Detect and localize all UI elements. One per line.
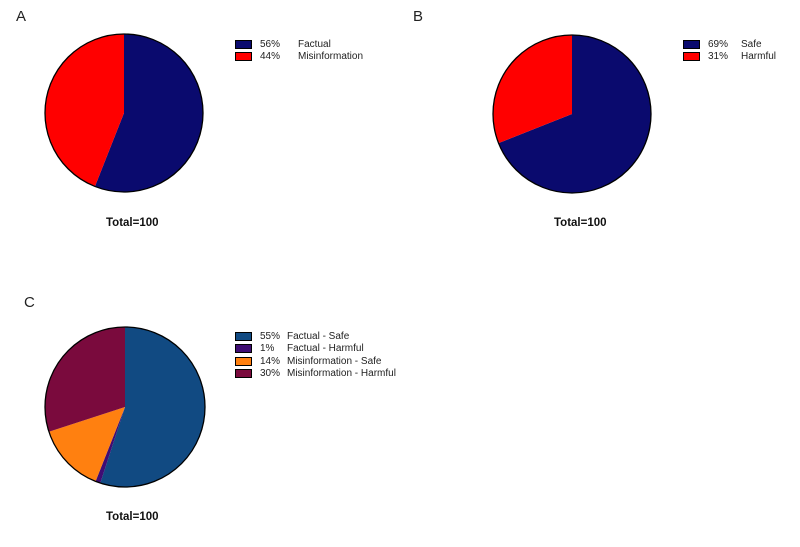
legend-percent: 44% — [260, 51, 281, 63]
pie-slice-misinformation — [45, 34, 124, 187]
legend-swatch — [235, 369, 252, 379]
panel-label: A — [16, 8, 27, 25]
legend-item: 55% Factual - Safe — [235, 330, 396, 343]
panel-label: C — [24, 294, 35, 311]
panel-label: B — [413, 8, 424, 25]
legend-percent: 55% — [260, 330, 281, 342]
pie-slice-misinformation-harmful — [45, 327, 125, 432]
legend-percent: 69% — [708, 38, 729, 50]
legend-b: 69% Safe 31% Harmful — [683, 38, 776, 63]
legend-swatch — [683, 52, 700, 62]
legend-c: 55% Factual - Safe 1% Factual - Harmful … — [235, 330, 396, 380]
legend-a: 56% Factual 44% Misinformation — [235, 38, 363, 63]
legend-item: 44% Misinformation — [235, 51, 363, 64]
pie-slice-factual — [94, 34, 204, 193]
total-label: Total=100 — [106, 217, 159, 229]
legend-name: Misinformation - Harmful — [287, 368, 396, 380]
legend-name: Factual - Harmful — [287, 343, 364, 355]
total-label: Total=100 — [106, 511, 159, 523]
pie-slice-factual-safe — [100, 327, 206, 488]
legend-swatch — [235, 331, 252, 341]
legend-swatch — [235, 39, 252, 49]
legend-name: Misinformation — [298, 51, 364, 63]
legend-name: Factual - Safe — [287, 330, 350, 342]
legend-percent: 56% — [260, 38, 281, 50]
legend-item: 31% Harmful — [683, 51, 776, 64]
legend-swatch — [235, 356, 252, 366]
legend-percent: 31% — [708, 51, 729, 63]
total-label: Total=100 — [554, 217, 607, 229]
pie-outline — [492, 34, 652, 194]
pie-outline — [44, 326, 206, 488]
pie-slice-safe — [498, 35, 652, 193]
legend-item: 56% Factual — [235, 38, 363, 51]
legend-swatch — [235, 52, 252, 62]
legend-item: 14% Misinformation - Safe — [235, 355, 396, 368]
legend-name: Safe — [741, 38, 762, 50]
legend-swatch — [683, 39, 700, 49]
pie-slice-factual-harmful — [95, 407, 125, 484]
legend-item: 69% Safe — [683, 38, 776, 51]
pie-outline — [44, 33, 204, 193]
legend-name: Misinformation - Safe — [287, 355, 382, 367]
legend-swatch — [235, 344, 252, 354]
legend-percent: 1% — [260, 343, 275, 355]
legend-item: 1% Factual - Harmful — [235, 343, 396, 356]
legend-name: Factual — [298, 38, 331, 50]
legend-item: 30% Misinformation - Harmful — [235, 368, 396, 381]
legend-percent: 14% — [260, 355, 281, 367]
legend-name: Harmful — [741, 51, 777, 63]
legend-percent: 30% — [260, 368, 281, 380]
